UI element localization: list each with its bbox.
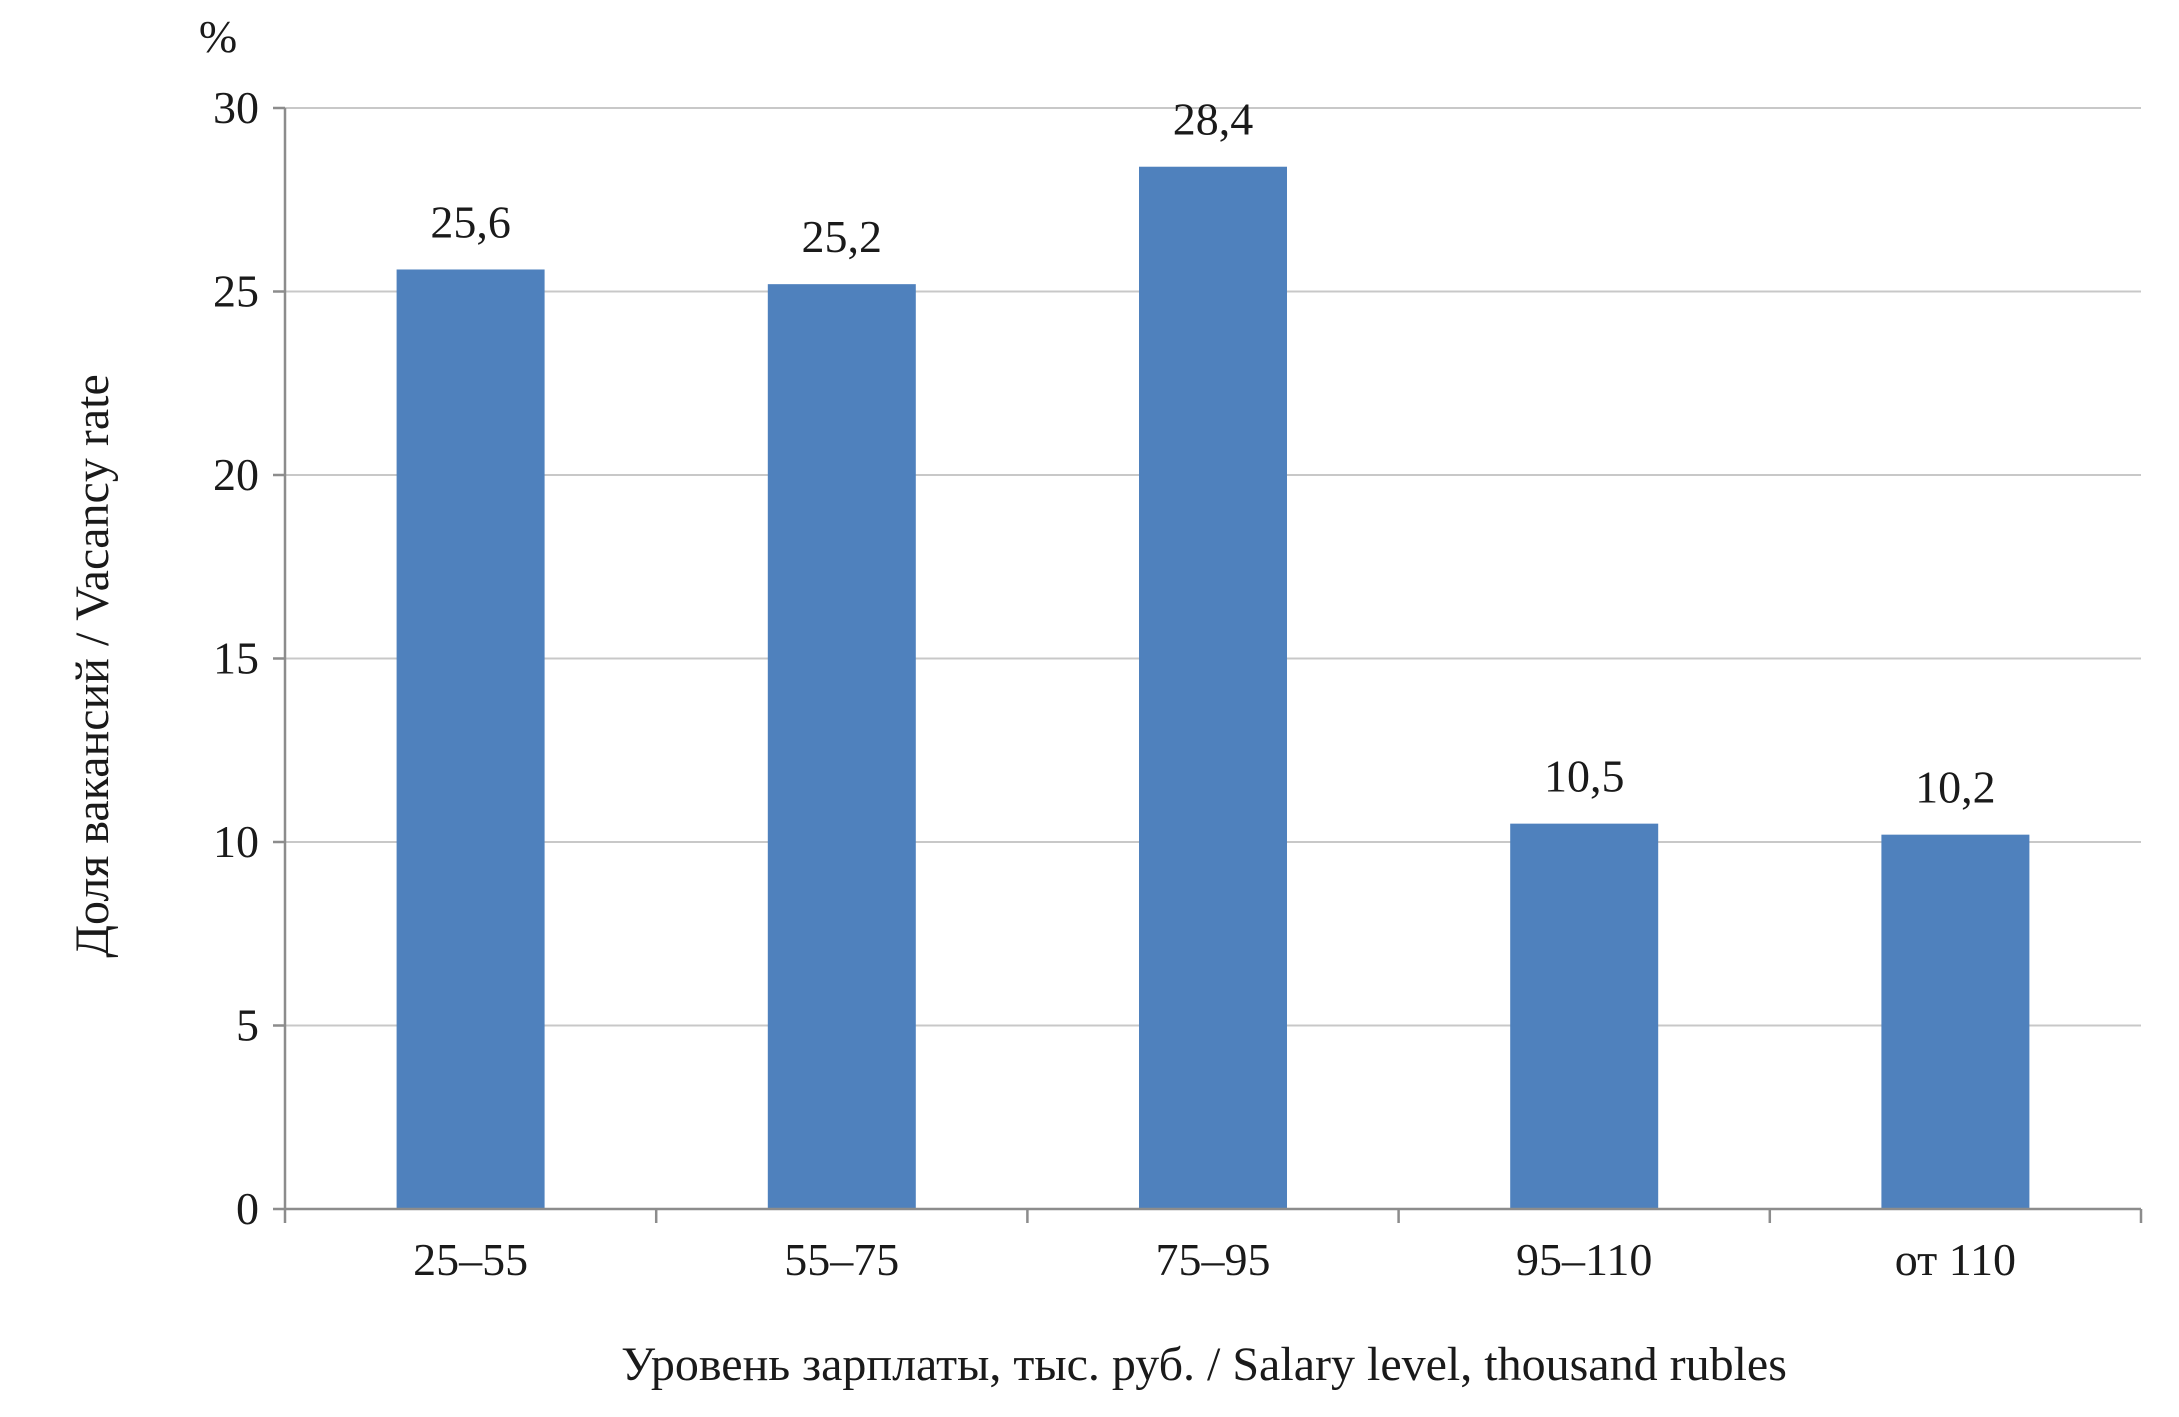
x-tick-label: от 110 xyxy=(1895,1234,2016,1285)
y-tick-label: 0 xyxy=(236,1183,259,1234)
y-tick-label: 20 xyxy=(213,449,259,500)
data-label: 25,2 xyxy=(802,211,883,262)
x-tick-label: 55–75 xyxy=(784,1234,899,1285)
x-tick-label: 75–95 xyxy=(1156,1234,1271,1285)
data-label: 10,5 xyxy=(1544,751,1625,802)
bar xyxy=(767,284,916,1209)
bars xyxy=(396,166,2030,1210)
data-label: 25,6 xyxy=(430,196,511,247)
data-labels: 25,6 25,2 28,4 10,5 10,2 xyxy=(430,94,1995,813)
x-tick-label: 95–110 xyxy=(1516,1234,1652,1285)
y-tick-label: 5 xyxy=(236,1000,259,1051)
y-tick-label: 10 xyxy=(213,816,259,867)
x-axis-title: Уровень зарплаты, тыс. руб. / Salary lev… xyxy=(621,1338,1787,1391)
y-unit-label: % xyxy=(199,11,237,62)
bar xyxy=(1139,166,1287,1210)
y-tick-label: 25 xyxy=(213,266,259,317)
bar xyxy=(396,269,545,1210)
bar xyxy=(1881,834,2030,1209)
data-label: 28,4 xyxy=(1173,94,1254,145)
y-tick-labels: 0 5 10 15 20 25 30 xyxy=(213,82,259,1234)
y-tick-label: 30 xyxy=(213,82,259,133)
axes xyxy=(273,106,2143,1223)
data-label: 10,2 xyxy=(1915,762,1996,813)
bar xyxy=(1510,823,1659,1209)
x-tick-labels: 25–55 55–75 75–95 95–110 от 110 xyxy=(413,1234,2016,1285)
x-tick-label: 25–55 xyxy=(413,1234,528,1285)
y-axis-title: Доля вакансий / Vacancy rate xyxy=(66,374,119,958)
y-tick-label: 15 xyxy=(213,633,259,684)
